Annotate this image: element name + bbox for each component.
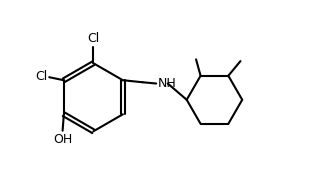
Text: Cl: Cl: [35, 70, 48, 83]
Text: Cl: Cl: [87, 32, 99, 45]
Text: NH: NH: [158, 77, 177, 90]
Text: OH: OH: [53, 133, 72, 146]
